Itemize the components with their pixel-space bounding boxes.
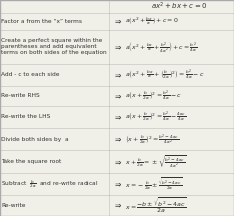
Text: $\Rightarrow$: $\Rightarrow$ <box>113 17 123 26</box>
Text: $a\left(x + \frac{b}{2a}\right)^2 = \frac{b^2}{4a} - c$: $a\left(x + \frac{b}{2a}\right)^2 = \fra… <box>125 89 182 103</box>
Text: Divide both sides by  a: Divide both sides by a <box>1 137 69 142</box>
Text: $\Rightarrow$: $\Rightarrow$ <box>113 91 123 100</box>
Text: $\Rightarrow$: $\Rightarrow$ <box>113 157 123 166</box>
Text: $a\left(x^2 + \frac{bx}{a} + \frac{b^2}{4a^2}\right) + c = \frac{b^2}{4a}$: $a\left(x^2 + \frac{bx}{a} + \frac{b^2}{… <box>125 40 198 54</box>
Text: $\Rightarrow$: $\Rightarrow$ <box>113 135 123 144</box>
Text: $\Rightarrow$: $\Rightarrow$ <box>113 42 123 51</box>
Text: $\Rightarrow$: $\Rightarrow$ <box>113 70 123 79</box>
Text: Re-write: Re-write <box>1 203 26 208</box>
Text: $a\left(x^2 + \frac{bx}{a}\right) + c = 0$: $a\left(x^2 + \frac{bx}{a}\right) + c = … <box>125 16 179 27</box>
Text: $\left(x + \frac{b}{2a}\right)^2 = \frac{b^2 - 4ac}{4a^2}$: $\left(x + \frac{b}{2a}\right)^2 = \frac… <box>125 132 179 147</box>
Text: $ax^2 + bx + c = 0$: $ax^2 + bx + c = 0$ <box>151 1 208 12</box>
Text: $\Rightarrow$: $\Rightarrow$ <box>113 179 123 188</box>
Text: $x = -\frac{b}{2a} \pm \frac{\sqrt{b^2 - 4ac}}{2a}$: $x = -\frac{b}{2a} \pm \frac{\sqrt{b^2 -… <box>125 176 182 192</box>
Text: Factor a from the “x” terms: Factor a from the “x” terms <box>1 19 82 24</box>
Text: Take the square root: Take the square root <box>1 159 61 164</box>
Text: Re-write the LHS: Re-write the LHS <box>1 114 51 119</box>
Text: $\Rightarrow$: $\Rightarrow$ <box>113 201 123 210</box>
Text: Create a perfect square within the
parentheses and add equivalent
terms on both : Create a perfect square within the paren… <box>1 38 107 55</box>
Text: $a\left(x^2 + \frac{bx}{a} + \left(\frac{b}{2a}\right)^2\right) = \frac{b^2}{4a}: $a\left(x^2 + \frac{bx}{a} + \left(\frac… <box>125 68 205 82</box>
Text: $\Rightarrow$: $\Rightarrow$ <box>113 112 123 121</box>
Text: $x + \frac{b}{2a} = \pm\sqrt{\frac{b^2 - 4ac}{4a^2}}$: $x + \frac{b}{2a} = \pm\sqrt{\frac{b^2 -… <box>125 154 187 170</box>
Text: $a\left(x + \frac{b}{2a}\right)^2 = \frac{b^2}{4a} - \frac{4ac}{4a}$: $a\left(x + \frac{b}{2a}\right)^2 = \fra… <box>125 110 186 124</box>
Text: $x = \dfrac{-b \pm \sqrt{b^2 - 4ac}}{2a}$: $x = \dfrac{-b \pm \sqrt{b^2 - 4ac}}{2a}… <box>125 196 187 215</box>
Text: Add - c to each side: Add - c to each side <box>1 72 60 77</box>
Text: Subtract  $\frac{b}{2a}$  and re-write radical: Subtract $\frac{b}{2a}$ and re-write rad… <box>1 178 99 190</box>
Text: Re-write RHS: Re-write RHS <box>1 94 40 98</box>
